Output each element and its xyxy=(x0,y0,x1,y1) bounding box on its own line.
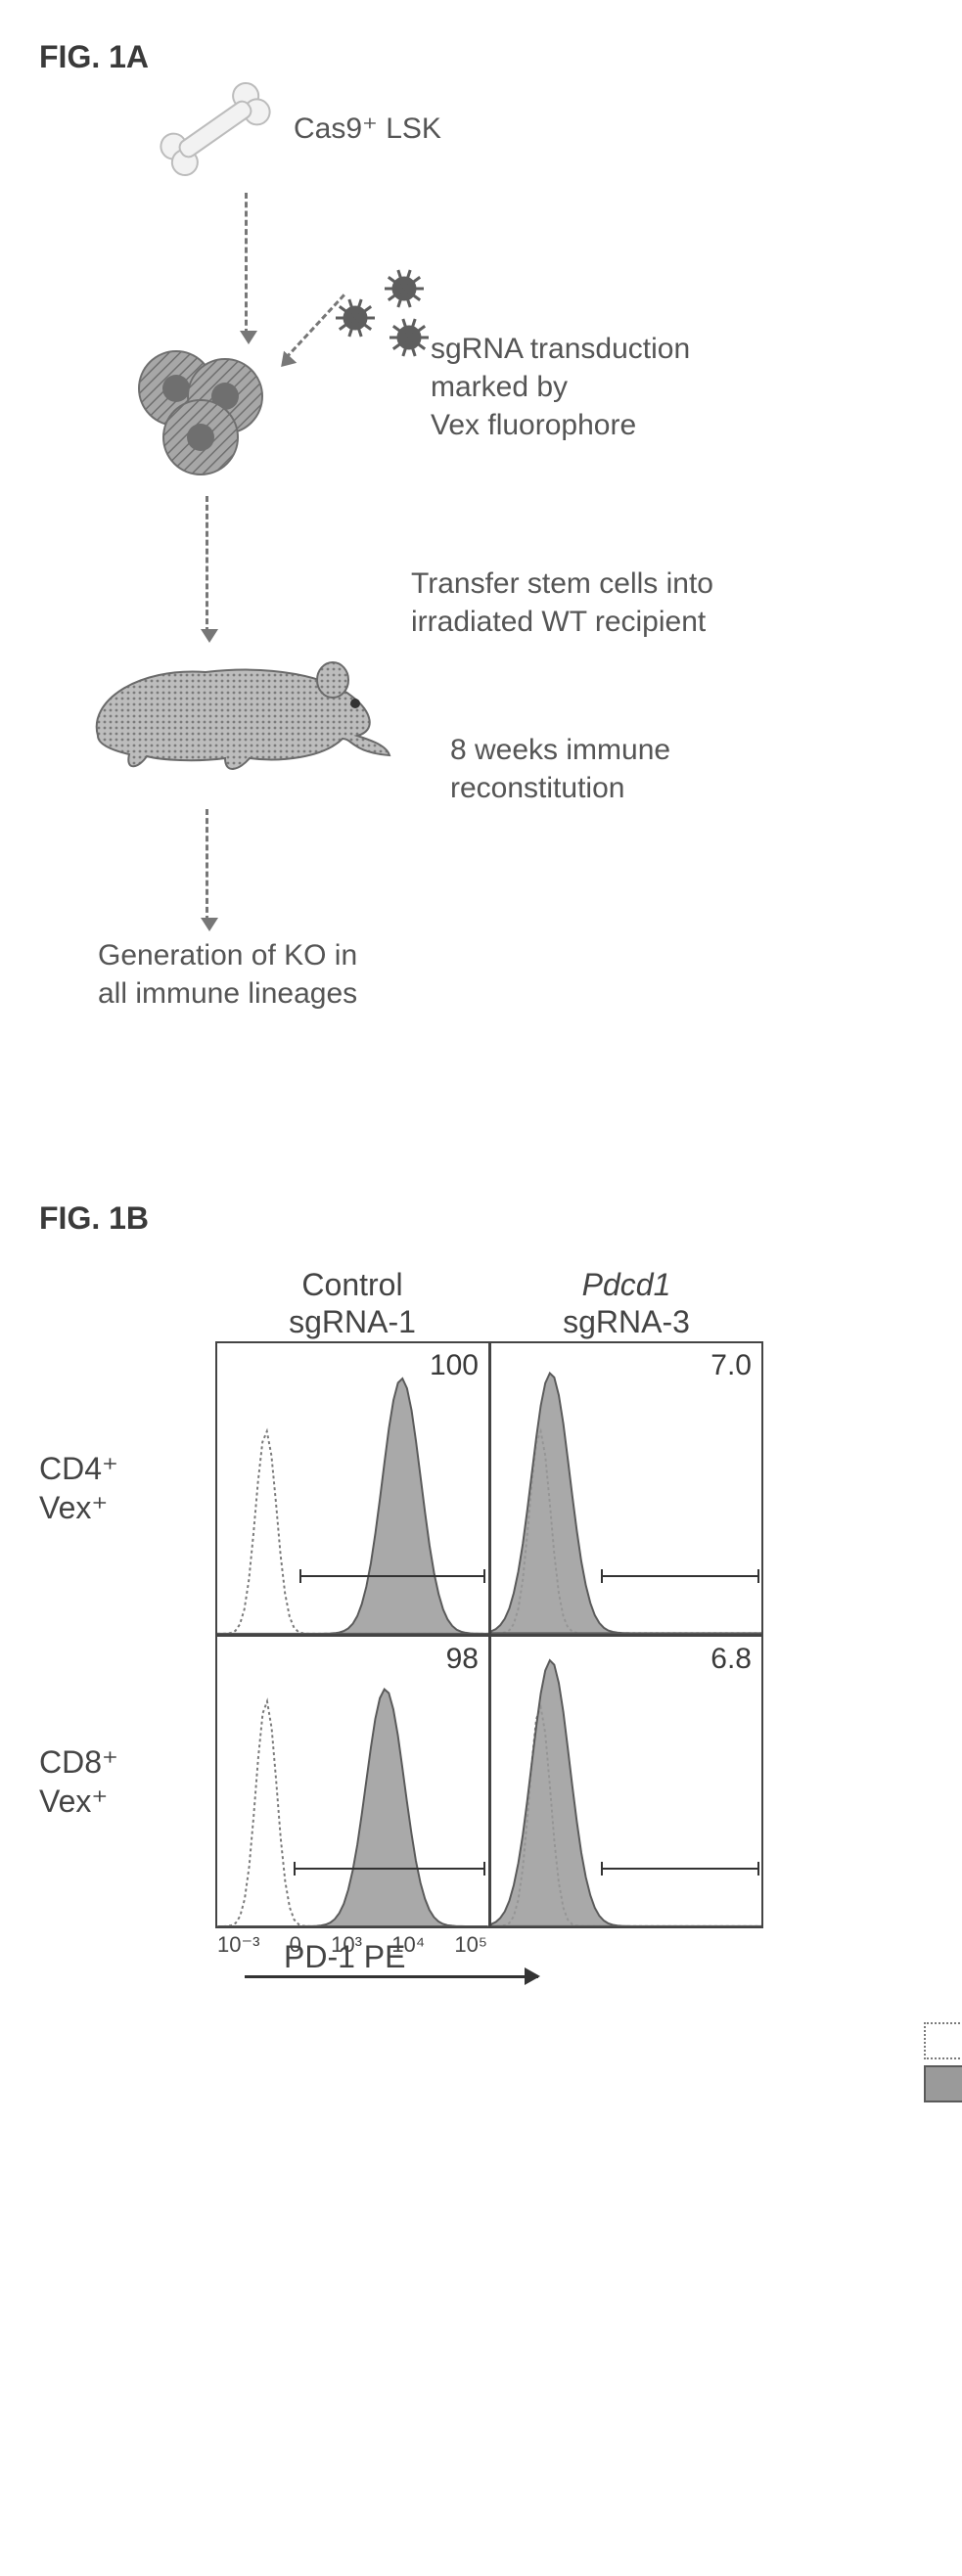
flow-node-bone: Cas9⁺ LSK xyxy=(157,105,441,154)
flow-arrow-0 xyxy=(245,193,250,335)
flow-panel-r1-c0: 98 xyxy=(215,1635,489,1928)
row-label-0: CD4⁺Vex⁺ xyxy=(39,1449,196,1527)
flow-label-sgrna-transduction: sgRNA transductionmarked byVex fluoropho… xyxy=(431,330,690,444)
virus-particles-icon xyxy=(333,266,450,354)
flow-arrow-3 xyxy=(206,809,210,922)
gate-bar xyxy=(299,1575,485,1577)
flow-node-virus xyxy=(333,266,450,354)
column-header-1: Pdcd1sgRNA-3 xyxy=(489,1266,763,1341)
panel-value: 100 xyxy=(430,1349,479,1382)
flow-label-reconstitution: 8 weeks immunereconstitution xyxy=(450,731,670,807)
figure-1a-flowchart: Cas9⁺ LSK sgRNA transductionmarked byVex … xyxy=(39,105,802,1083)
column-header-line2: sgRNA-3 xyxy=(489,1303,763,1340)
column-header-line1: Pdcd1 xyxy=(489,1266,763,1303)
figure-1b-label: FIG. 1B xyxy=(39,1200,923,1237)
flow-panel-r0-c1: 7.0 xyxy=(489,1341,763,1635)
flow-label-cas9-lsk: Cas9⁺ LSK xyxy=(294,111,441,148)
column-header-0: ControlsgRNA-1 xyxy=(215,1266,489,1341)
panel-row-0: CD4⁺Vex⁺1007.0 xyxy=(215,1341,923,1635)
column-header-line1: Control xyxy=(215,1266,489,1303)
legend-swatch-icon xyxy=(924,2022,962,2059)
row-label-1: CD8⁺Vex⁺ xyxy=(39,1742,196,1821)
gate-bar xyxy=(601,1575,759,1577)
panel-value: 7.0 xyxy=(710,1349,752,1382)
flow-arrow-2 xyxy=(206,496,210,633)
x-axis-arrow-icon xyxy=(245,1975,538,1978)
flow-label-generation-ko: Generation of KO inall immune lineages xyxy=(98,936,357,1013)
gate-bar xyxy=(601,1868,759,1870)
flow-panel-r0-c0: 100 xyxy=(215,1341,489,1635)
panel-value: 6.8 xyxy=(710,1643,752,1676)
flow-node-mouse xyxy=(78,643,391,780)
flow-panel-r1-c1: 6.8 xyxy=(489,1635,763,1928)
figure-1b-container: ControlsgRNA-1Pdcd1sgRNA-3 CD4⁺Vex⁺ 100 7.0… xyxy=(39,1266,923,2014)
legend: Isotype sgRNA xyxy=(924,2016,962,2102)
flow-node-cells xyxy=(127,349,284,476)
panel-row-1: CD8⁺Vex⁺986.8 xyxy=(215,1635,923,1928)
figure-1a-label: FIG. 1A xyxy=(39,39,923,75)
legend-swatch-icon xyxy=(924,2065,962,2102)
figure-1b-grid: ControlsgRNA-1Pdcd1sgRNA-3CD4⁺Vex⁺1007.0… xyxy=(215,1266,923,2014)
column-headers: ControlsgRNA-1Pdcd1sgRNA-3 xyxy=(215,1266,923,1341)
panel-rows: CD4⁺Vex⁺1007.0CD8⁺Vex⁺986.8 xyxy=(215,1341,923,1928)
axis-label-row xyxy=(215,1975,923,1978)
x-axis-label: PD-1 PE xyxy=(284,1939,962,1975)
legend-item-0: Isotype xyxy=(924,2022,962,2059)
legend-item-1: sgRNA xyxy=(924,2065,962,2102)
x-tick: 10⁻³ xyxy=(217,1932,259,1958)
panel-value: 98 xyxy=(446,1643,479,1676)
column-header-line2: sgRNA-1 xyxy=(215,1303,489,1340)
gate-bar xyxy=(294,1868,485,1870)
flow-label-transfer-stem-cells: Transfer stem cells intoirradiated WT re… xyxy=(411,565,713,641)
